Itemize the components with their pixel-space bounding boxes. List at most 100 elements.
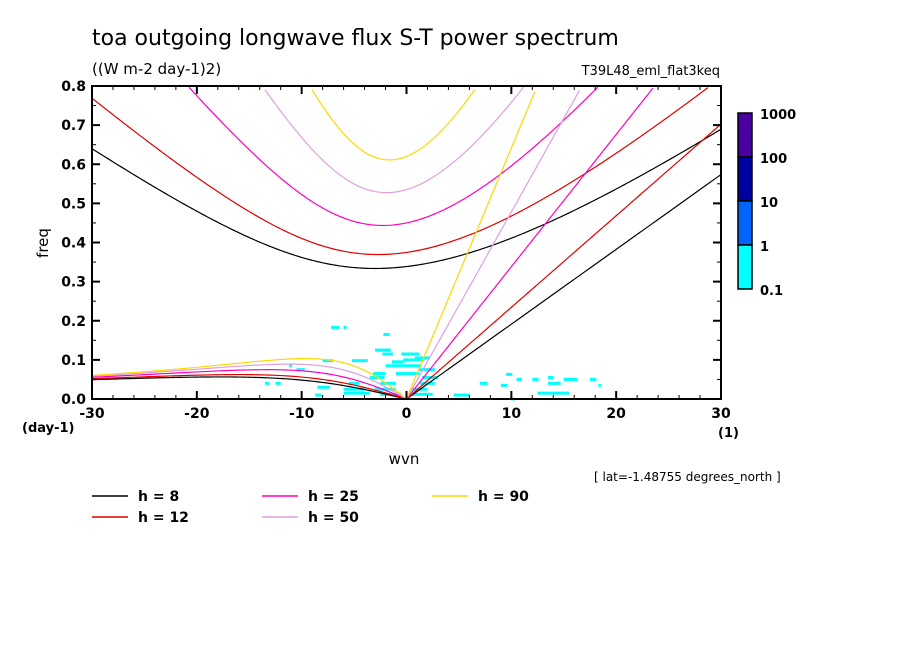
power-patch — [380, 381, 397, 385]
x-tick-label: 20 — [606, 406, 626, 422]
power-patch — [396, 372, 420, 376]
power-patch — [375, 348, 391, 352]
x-tick-label: -10 — [289, 406, 315, 422]
power-patch — [537, 391, 569, 395]
y-tick-label: 0.0 — [61, 392, 86, 408]
axis-ticks — [91, 85, 722, 400]
inertia-gravity-curve — [264, 85, 525, 194]
rossby-curve — [91, 373, 407, 400]
power-patch — [343, 387, 365, 391]
inertia-gravity-curve — [91, 128, 722, 270]
legend-label: h = 12 — [138, 510, 189, 526]
power-patch — [411, 392, 433, 396]
power-patch — [598, 383, 602, 387]
power-patch — [453, 393, 470, 397]
power-patch — [372, 372, 386, 376]
legend-label: h = 90 — [478, 489, 529, 505]
colorbar-label: 0.1 — [760, 284, 783, 299]
power-patch — [383, 332, 390, 336]
power-patch — [419, 368, 435, 372]
power-patch — [264, 381, 270, 385]
chart-subtitle: ((W m-2 day-1)2) — [92, 60, 221, 78]
latitude-footnote: [ lat=-1.48755 degrees_north ] — [594, 470, 781, 484]
colorbar: 1000 100 10 1 0.1 — [737, 108, 796, 299]
kelvin-curve — [405, 91, 536, 400]
y-tick-label: 0.2 — [61, 314, 86, 330]
power-patch — [375, 387, 397, 391]
y-tick-label: 0.8 — [61, 79, 86, 95]
power-patch — [563, 377, 578, 381]
power-patch — [331, 325, 340, 329]
power-patch — [532, 377, 539, 381]
power-patch — [479, 381, 488, 385]
legend-label: h = 50 — [308, 510, 359, 526]
y-tick-labels: 0.0 0.1 0.2 0.3 0.4 0.5 0.6 0.7 0.8 — [61, 79, 86, 408]
y-tick-label: 0.4 — [61, 236, 86, 252]
power-patch — [348, 381, 360, 385]
power-patch — [289, 364, 293, 368]
power-patch — [385, 364, 410, 368]
power-patch — [315, 393, 322, 397]
legend: h = 8 h = 12 h = 25 h = 50 h = 90 — [92, 489, 529, 526]
power-patch — [401, 352, 420, 356]
power-patch — [322, 359, 334, 363]
power-patch — [351, 359, 368, 363]
kelvin-curve — [405, 90, 580, 400]
chart-title: toa outgoing longwave flux S-T power spe… — [92, 26, 619, 51]
x-tick-label: 10 — [502, 406, 522, 422]
run-label: T39L48_eml_flat3keq — [581, 64, 720, 79]
y-tick-label: 0.5 — [61, 196, 86, 212]
x-tick-label: -20 — [184, 406, 210, 422]
legend-label: h = 25 — [308, 489, 359, 505]
x-axis-label: wvn — [389, 450, 420, 468]
power-patch — [548, 381, 561, 385]
power-patch — [506, 372, 513, 376]
power-patch — [343, 325, 347, 329]
power-patch — [403, 358, 425, 362]
power-patches — [264, 325, 602, 401]
x-tick-label: 30 — [711, 406, 731, 422]
power-patch — [343, 391, 370, 395]
x-tick-label: -30 — [79, 406, 105, 422]
power-patch — [296, 368, 305, 372]
colorbar-swatch — [737, 200, 753, 246]
rossby-curve — [91, 363, 407, 400]
colorbar-swatch — [737, 156, 753, 202]
rossby-curve — [91, 369, 407, 400]
power-patch — [589, 377, 597, 381]
power-patch — [317, 385, 330, 389]
dispersion-curves — [91, 85, 722, 400]
x-units-label: (1) — [718, 426, 739, 441]
power-patch — [382, 352, 393, 356]
legend-label: h = 8 — [138, 489, 179, 505]
y-axis-label: freq — [34, 228, 52, 258]
power-patch — [391, 360, 405, 364]
power-patch — [422, 375, 438, 379]
power-patch — [548, 375, 554, 379]
rossby-curve — [91, 357, 407, 400]
colorbar-swatch — [737, 112, 753, 158]
colorbar-label: 1 — [760, 240, 769, 255]
kelvin-curve — [406, 123, 722, 400]
power-patch — [275, 381, 281, 385]
inertia-gravity-curve — [91, 87, 709, 256]
power-patch — [407, 364, 422, 368]
x-tick-labels: -30 -20 -10 0 10 20 30 — [79, 406, 731, 422]
y-units-label: (day-1) — [22, 421, 74, 436]
kelvin-curve — [406, 174, 722, 400]
power-patch — [516, 377, 522, 381]
y-tick-label: 0.1 — [61, 353, 86, 369]
colorbar-label: 100 — [760, 152, 787, 167]
inertia-gravity-curve — [311, 89, 476, 161]
inertia-gravity-curve — [188, 86, 599, 227]
rossby-curve — [91, 376, 407, 400]
y-tick-label: 0.6 — [61, 157, 86, 173]
x-tick-label: 0 — [402, 406, 412, 422]
y-tick-label: 0.3 — [61, 275, 86, 291]
colorbar-label: 10 — [760, 196, 778, 211]
power-patch — [414, 356, 430, 360]
power-patch — [500, 383, 508, 387]
y-tick-label: 0.7 — [61, 118, 86, 134]
